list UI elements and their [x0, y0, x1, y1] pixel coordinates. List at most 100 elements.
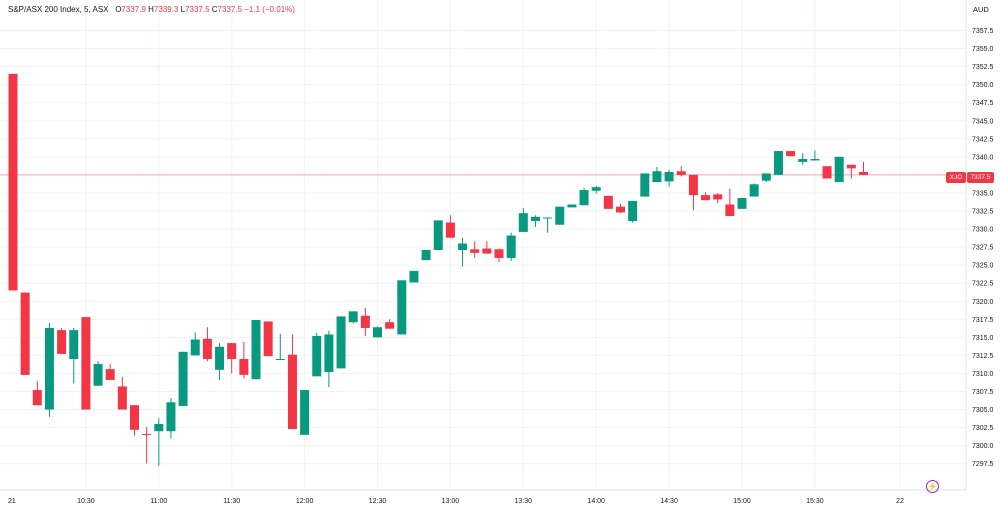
candle[interactable]: [166, 398, 175, 438]
candle[interactable]: [337, 316, 346, 368]
candle[interactable]: [179, 352, 188, 406]
candle[interactable]: [203, 327, 212, 361]
candle-body: [689, 175, 698, 195]
candle-body: [810, 159, 819, 160]
candle-body: [69, 330, 78, 359]
candle[interactable]: [859, 162, 868, 175]
time-axis[interactable]: 21 10:30 11:00 11:30 12:00 12:30 13:00 13:30 14:…: [8, 498, 904, 505]
price-axis[interactable]: 7357.5 7355.0 7352.5 7350.0 7347.5 7345.0 7342…: [972, 28, 994, 468]
y-tick-label: 7305.0: [972, 407, 994, 414]
candle-body: [531, 217, 540, 221]
candle[interactable]: [130, 405, 139, 435]
y-tick-label: 7332.5: [972, 209, 994, 216]
candle-body: [665, 172, 674, 181]
candle[interactable]: [94, 361, 103, 386]
candle-body: [57, 330, 66, 354]
candle[interactable]: [823, 166, 832, 178]
candle-body: [203, 339, 212, 359]
candle[interactable]: [458, 238, 467, 267]
candle-body: [470, 249, 479, 253]
y-tick-label: 7345.0: [972, 118, 994, 125]
candle[interactable]: [519, 208, 528, 232]
candle[interactable]: [750, 184, 759, 197]
y-tick-label: 7330.0: [972, 227, 994, 234]
candle[interactable]: [106, 364, 115, 380]
candle[interactable]: [397, 280, 406, 334]
candle[interactable]: [847, 165, 856, 179]
y-tick-label: 7350.0: [972, 82, 994, 89]
candle[interactable]: [227, 343, 236, 373]
candle[interactable]: [555, 207, 564, 225]
candle[interactable]: [786, 151, 795, 156]
candle[interactable]: [470, 241, 479, 258]
x-tick-label: 15:00: [733, 498, 751, 505]
candle[interactable]: [118, 377, 127, 409]
candle[interactable]: [361, 308, 370, 336]
candle[interactable]: [495, 249, 504, 263]
candle[interactable]: [264, 321, 273, 356]
lightning-icon[interactable]: ⚡: [926, 480, 939, 493]
candle[interactable]: [446, 215, 455, 237]
candle[interactable]: [567, 205, 576, 208]
candle[interactable]: [835, 157, 844, 182]
candle[interactable]: [762, 173, 771, 182]
x-tick-label: 13:30: [515, 498, 533, 505]
candle[interactable]: [191, 332, 200, 355]
candle-body: [507, 236, 516, 258]
candle-body: [373, 327, 382, 337]
candle[interactable]: [409, 271, 418, 283]
candle[interactable]: [385, 319, 394, 328]
candle[interactable]: [45, 323, 54, 417]
candle[interactable]: [640, 173, 649, 196]
candle[interactable]: [21, 293, 30, 375]
candle[interactable]: [774, 151, 783, 175]
candle[interactable]: [798, 153, 807, 165]
candle[interactable]: [628, 201, 637, 223]
candle-body: [604, 196, 613, 209]
candle[interactable]: [215, 343, 224, 380]
x-tick-label: 15:30: [806, 498, 824, 505]
candle[interactable]: [543, 217, 552, 232]
candle[interactable]: [531, 215, 540, 227]
candle[interactable]: [422, 250, 431, 260]
symbol-title[interactable]: S&P/ASX 200 Index, 5, ASX: [8, 5, 109, 14]
candle[interactable]: [810, 150, 819, 160]
candle[interactable]: [373, 327, 382, 338]
candle[interactable]: [738, 198, 747, 209]
y-tick-label: 7357.5: [972, 28, 994, 35]
y-tick-label: 7325.0: [972, 263, 994, 270]
candle-body: [385, 322, 394, 328]
candle-body: [738, 198, 747, 209]
candle-body: [628, 201, 637, 221]
candle[interactable]: [665, 170, 674, 187]
candle[interactable]: [81, 317, 90, 409]
candle[interactable]: [604, 196, 613, 209]
candle[interactable]: [616, 204, 625, 213]
candle[interactable]: [288, 334, 297, 429]
candle[interactable]: [300, 390, 309, 435]
y-tick-label: 7320.0: [972, 299, 994, 306]
candle[interactable]: [239, 342, 248, 379]
candle[interactable]: [69, 328, 78, 384]
candle[interactable]: [252, 320, 261, 379]
candle-body: [252, 320, 261, 379]
y-tick-label: 7317.5: [972, 317, 994, 324]
candle[interactable]: [57, 328, 66, 354]
candle[interactable]: [349, 311, 358, 323]
y-tick-label: 7315.0: [972, 335, 994, 342]
candle[interactable]: [580, 188, 589, 205]
candle-body: [191, 340, 200, 356]
candle[interactable]: [9, 74, 18, 291]
candle[interactable]: [154, 418, 163, 466]
candle[interactable]: [434, 220, 443, 250]
candle-body: [495, 249, 504, 258]
candle[interactable]: [713, 193, 722, 203]
candle[interactable]: [689, 175, 698, 210]
candle[interactable]: [507, 233, 516, 261]
candle[interactable]: [324, 331, 333, 387]
candle[interactable]: [33, 381, 42, 405]
candle[interactable]: [652, 167, 661, 182]
candle[interactable]: [677, 166, 686, 176]
candle[interactable]: [312, 333, 321, 376]
